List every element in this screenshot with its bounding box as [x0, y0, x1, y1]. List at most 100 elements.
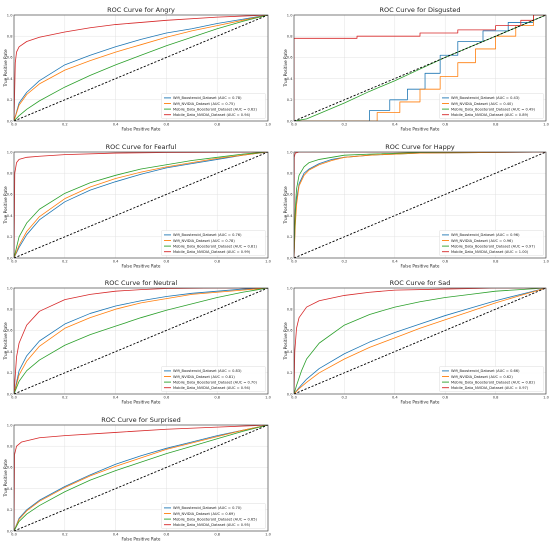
legend-entry: Wifi_Boosteroid_Dataset (AUC = 0.70)	[173, 506, 242, 510]
legend-entry: Wifi_Boosteroid_Dataset (AUC = 0.83)	[173, 369, 242, 373]
roc-curve-0	[294, 15, 546, 121]
y-tick-label: 0.6	[7, 193, 13, 197]
y-tick-label: 0.2	[287, 235, 293, 239]
roc-panel-0: 0.0 0.2 0.4 0.6 0.8 1.0 0.0 0.2 0.4 0.6 0.8 1.0 ROC …	[3, 6, 272, 132]
y-tick-label: 0.0	[287, 392, 293, 396]
legend: Wifi_Boosteroid_Dataset (AUC = 0.76) Wifi…	[161, 230, 266, 256]
roc-panel-1: 0.0 0.2 0.4 0.6 0.8 1.0 0.0 0.2 0.4 0.6 0.8 1.0 ROC …	[283, 6, 550, 132]
y-tick-label: 0.8	[7, 172, 13, 176]
y-tick-label: 0.8	[287, 308, 293, 312]
legend-entry: Mobile_Data_Boosteroid_Dataset (AUC = 0.…	[173, 107, 258, 111]
legend-entry: Wifi_NVIDIA_Dataset (AUC = 0.75)	[173, 102, 235, 106]
x-tick-label: 0.2	[62, 123, 68, 127]
y-axis-label: True Positive Rate	[283, 322, 288, 361]
plot-frame	[13, 287, 269, 395]
y-tick-label: 0.8	[7, 35, 13, 39]
legend-entry: Mobile_Data_Boosteroid_Dataset (AUC = 0.…	[173, 517, 258, 521]
chart-title: ROC Curve for Angry	[107, 6, 175, 14]
roc-panel-4: 0.0 0.2 0.4 0.6 0.8 1.0 0.0 0.2 0.4 0.6 0.8 1.0 ROC …	[3, 279, 272, 405]
y-tick-label: 0.4	[7, 77, 13, 81]
legend: Wifi_Boosteroid_Dataset (AUC = 0.78) Wifi…	[161, 93, 266, 119]
y-tick-label: 0.6	[287, 56, 293, 60]
chart-title: ROC Curve for Neutral	[105, 279, 178, 287]
plot-frame	[13, 424, 269, 532]
x-tick-label: 0.4	[113, 260, 119, 264]
curves	[14, 152, 268, 258]
y-tick-label: 1.0	[7, 286, 13, 290]
x-tick-label: 1.0	[265, 396, 271, 400]
y-tick-label: 0.6	[287, 193, 293, 197]
x-tick-label: 0.0	[291, 396, 297, 400]
legend-box	[161, 503, 266, 529]
legend: Wifi_Boosteroid_Dataset (AUC = 0.43) Wifi…	[439, 93, 544, 119]
legend-entry: Mobile_Data_Boosteroid_Dataset (AUC = 0.…	[173, 380, 258, 384]
x-tick-label: 0.6	[164, 260, 170, 264]
x-tick-label: 0.2	[62, 396, 68, 400]
roc-panel-3: 0.0 0.2 0.4 0.6 0.8 1.0 0.0 0.2 0.4 0.6 0.8 1.0 ROC …	[283, 143, 550, 269]
x-tick-label: 0.6	[164, 533, 170, 537]
y-tick-label: 1.0	[287, 13, 293, 17]
y-tick-label: 0.0	[7, 256, 13, 260]
x-tick-label: 0.6	[442, 260, 448, 264]
y-tick-label: 0.0	[287, 256, 293, 260]
roc-panel-6: 0.0 0.2 0.4 0.6 0.8 1.0 0.0 0.2 0.4 0.6 0.8 1.0 ROC …	[3, 416, 272, 542]
x-tick-label: 0.0	[291, 123, 297, 127]
legend-box	[161, 366, 266, 392]
x-axis-label: False Positive Rate	[401, 127, 440, 132]
chart-title: ROC Curve for Disgusted	[380, 6, 461, 14]
y-tick-label: 0.8	[7, 445, 13, 449]
roc-curve-1	[14, 15, 268, 121]
legend-entry: Wifi_NVIDIA_Dataset (AUC = 0.40)	[451, 102, 513, 106]
plot-frame	[293, 151, 547, 259]
x-tick-label: 0.6	[442, 396, 448, 400]
x-tick-label: 0.8	[214, 533, 220, 537]
legend-entry: Mobile_Data_NVIDIA_Dataset (AUC = 0.97)	[451, 386, 529, 390]
x-tick-label: 0.0	[11, 123, 17, 127]
y-tick-label: 0.2	[7, 235, 13, 239]
legend-entry: Wifi_NVIDIA_Dataset (AUC = 0.96)	[451, 239, 513, 243]
roc-curve-2	[14, 425, 268, 531]
y-axis-label: True Positive Rate	[3, 459, 8, 498]
y-axis-label: True Positive Rate	[3, 322, 8, 361]
x-tick-label: 0.8	[214, 396, 220, 400]
y-axis-label: True Positive Rate	[3, 49, 8, 88]
legend-box	[439, 366, 544, 392]
roc-curve-3	[294, 288, 546, 394]
roc-curve-0	[14, 152, 268, 258]
y-tick-label: 0.4	[287, 77, 293, 81]
x-tick-label: 0.6	[164, 396, 170, 400]
y-tick-label: 0.2	[7, 508, 13, 512]
x-tick-label: 0.6	[164, 123, 170, 127]
roc-curve-0	[14, 425, 268, 531]
y-tick-label: 0.6	[7, 329, 13, 333]
legend: Wifi_Boosteroid_Dataset (AUC = 0.70) Wifi…	[161, 503, 266, 529]
plot-frame	[293, 287, 547, 395]
y-tick-label: 0.6	[287, 329, 293, 333]
y-tick-label: 0.4	[287, 214, 293, 218]
y-tick-label: 0.8	[287, 35, 293, 39]
y-tick-label: 1.0	[7, 150, 13, 154]
legend: Wifi_Boosteroid_Dataset (AUC = 0.66) Wifi…	[439, 366, 544, 392]
y-tick-label: 0.6	[7, 56, 13, 60]
legend: Wifi_Boosteroid_Dataset (AUC = 0.83) Wifi…	[161, 366, 266, 392]
chart-title: ROC Curve for Happy	[385, 143, 455, 151]
x-axis-label: False Positive Rate	[122, 537, 161, 542]
roc-curve-1	[14, 288, 268, 394]
x-tick-label: 0.2	[342, 123, 348, 127]
legend-entry: Mobile_Data_NVIDIA_Dataset (AUC = 0.94)	[173, 386, 251, 390]
roc-curve-2	[294, 15, 546, 121]
y-tick-label: 0.0	[7, 529, 13, 533]
curves	[14, 425, 268, 531]
chart-title: ROC Curve for Surprised	[101, 416, 181, 424]
legend-box	[439, 93, 544, 119]
x-axis-label: False Positive Rate	[401, 400, 440, 405]
x-tick-label: 0.4	[392, 396, 398, 400]
x-tick-label: 0.8	[493, 396, 499, 400]
x-tick-label: 0.2	[342, 260, 348, 264]
y-tick-label: 1.0	[287, 150, 293, 154]
curves	[14, 15, 268, 121]
y-tick-label: 1.0	[7, 423, 13, 427]
x-tick-label: 0.4	[392, 123, 398, 127]
x-tick-label: 1.0	[265, 123, 271, 127]
roc-curve-1	[294, 288, 546, 394]
